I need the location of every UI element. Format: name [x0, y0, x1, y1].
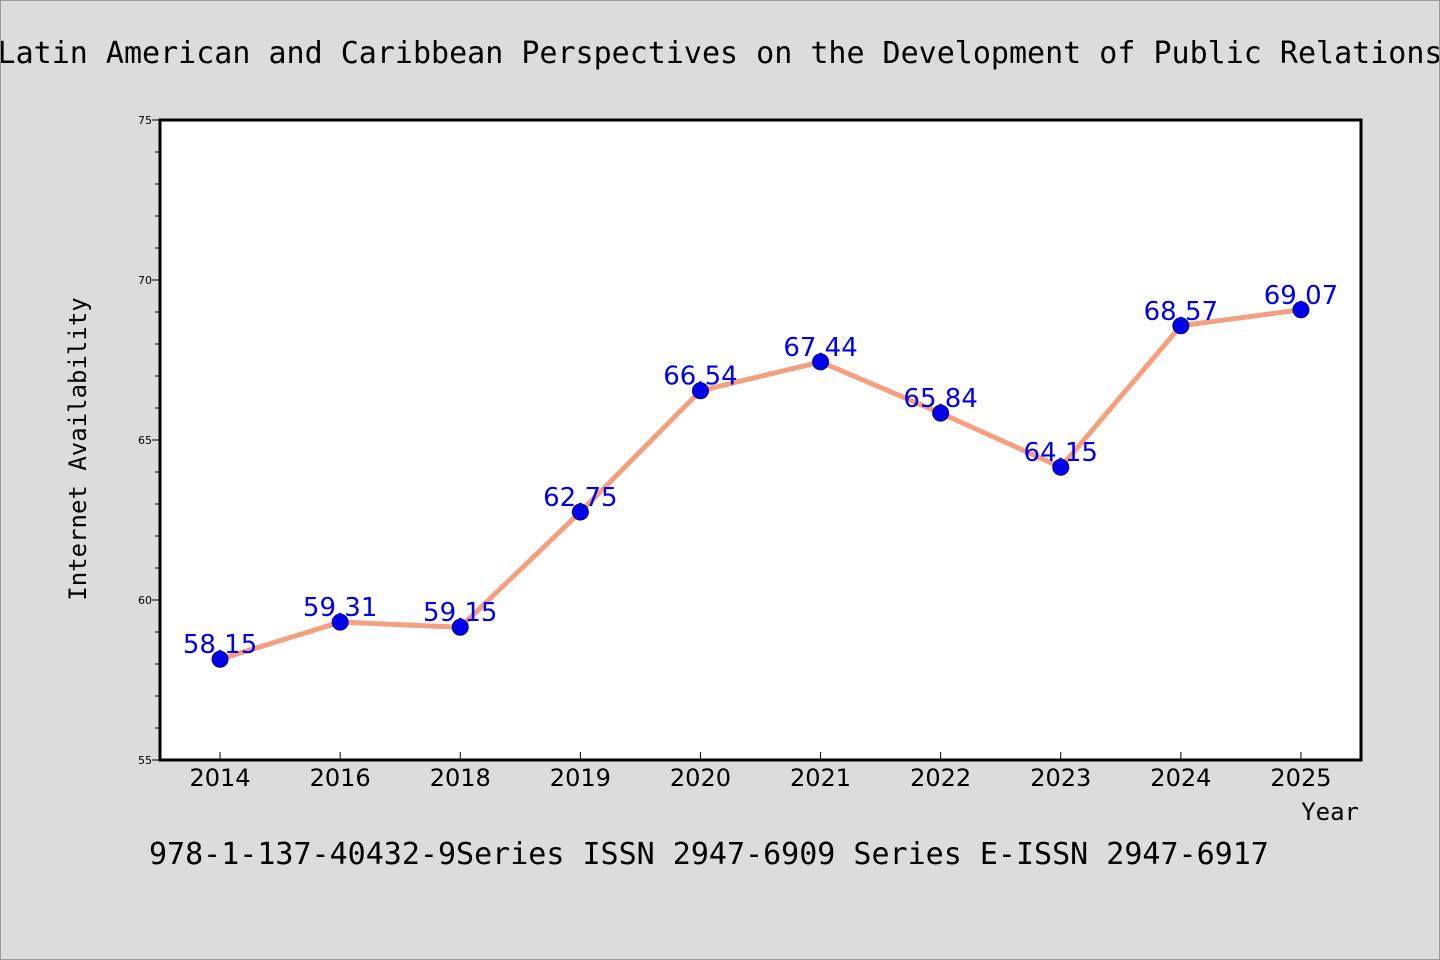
- series-markers: [211, 301, 1310, 668]
- data-label: 68.57: [1144, 297, 1218, 327]
- chart-title: Latin American and Caribbean Perspective…: [1, 36, 1439, 71]
- data-point: [451, 618, 469, 636]
- data-label: 58.15: [183, 630, 257, 660]
- data-point: [211, 650, 229, 668]
- data-point: [1292, 301, 1310, 319]
- y-axis-label: Internet Availability: [64, 297, 92, 600]
- x-axis-label: Year: [1301, 798, 1359, 826]
- x-tick-label: 2020: [670, 764, 731, 792]
- x-axis: 2014 2016 2018 2019 2020 2021 2022 2023 2024 2025: [190, 752, 1331, 792]
- data-label: 59.31: [303, 593, 377, 623]
- x-tick-label: 2014: [190, 764, 251, 792]
- footer-isbn-text: 978-1-137-40432-9Series ISSN 2947-6909 S…: [149, 837, 1269, 872]
- x-tick-label: 2022: [910, 764, 971, 792]
- data-point: [571, 503, 589, 521]
- x-tick-label: 2025: [1270, 764, 1331, 792]
- data-label: 62.75: [543, 483, 617, 513]
- data-point: [932, 404, 950, 422]
- data-point: [691, 382, 709, 400]
- series-line: [217, 307, 1304, 662]
- x-tick-label: 2018: [430, 764, 491, 792]
- data-label: 64.15: [1024, 438, 1098, 468]
- x-tick-label: 2019: [550, 764, 611, 792]
- x-tick-label: 2021: [790, 764, 851, 792]
- data-label: 66.54: [663, 362, 737, 392]
- data-label: 65.84: [903, 384, 977, 414]
- plot-area: [158, 118, 1363, 762]
- x-tick-label: 2024: [1150, 764, 1211, 792]
- data-labels: 58.15 59.31 59.15 62.75 66.54 67.44 65.84 64.15…: [183, 281, 1338, 660]
- data-point: [1172, 317, 1190, 335]
- y-tick-label: 65: [138, 434, 152, 447]
- data-point: [1052, 458, 1070, 476]
- data-label: 69.07: [1264, 281, 1338, 311]
- data-label: 67.44: [783, 333, 857, 363]
- y-axis: 55 60 65 70 75: [138, 114, 160, 767]
- x-tick-label: 2023: [1030, 764, 1091, 792]
- data-point: [812, 353, 830, 371]
- data-label: 59.15: [423, 598, 497, 628]
- y-tick-label: 60: [138, 594, 152, 607]
- y-tick-label: 75: [138, 114, 152, 127]
- y-tick-label: 55: [138, 754, 152, 767]
- x-tick-label: 2016: [310, 764, 371, 792]
- y-tick-label: 70: [138, 274, 152, 287]
- data-point: [331, 613, 349, 631]
